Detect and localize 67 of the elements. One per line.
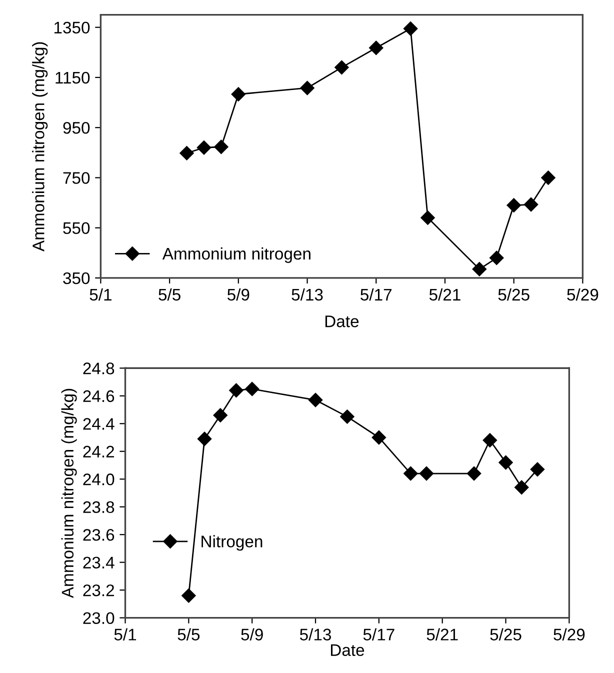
y-tick-label: 24.8 <box>83 362 114 374</box>
point <box>419 466 434 481</box>
y-tick-label: 23.0 <box>83 612 114 624</box>
point <box>466 466 482 481</box>
y-tick-label: 550 <box>63 222 90 234</box>
point <box>214 140 228 154</box>
y-axis-title: Ammonium nitrogen (mg/kg) <box>32 42 48 252</box>
point <box>514 480 529 494</box>
point <box>180 146 194 160</box>
point <box>334 60 349 75</box>
point <box>490 250 504 265</box>
point <box>372 430 386 445</box>
x-tick-label: 5/29 <box>567 288 598 301</box>
point <box>229 383 244 398</box>
x-axis-title: Date <box>330 644 364 656</box>
x-tick-label: 5/9 <box>241 628 263 640</box>
point <box>506 198 521 212</box>
x-tick-label: 5/17 <box>360 288 392 301</box>
point <box>404 466 418 481</box>
y-tick-label: 950 <box>63 122 90 134</box>
point <box>482 433 497 448</box>
point <box>541 170 556 185</box>
x-tick-label: 5/13 <box>292 288 323 301</box>
point <box>245 382 260 396</box>
point <box>196 140 212 155</box>
x-tick-label: 5/1 <box>114 628 136 640</box>
x-tick-label: 5/21 <box>426 628 458 640</box>
x-tick-label: 5/5 <box>178 628 200 640</box>
point <box>197 432 212 446</box>
x-axis-title: Date <box>325 316 359 328</box>
y-tick-label: 24.0 <box>83 474 114 486</box>
point <box>524 197 538 212</box>
x-tick-label: 5/17 <box>363 628 394 640</box>
y-tick-label: 24.2 <box>83 446 114 458</box>
y-tick-label: 23.2 <box>83 584 114 596</box>
point <box>308 392 323 408</box>
legend-label: Ammonium nitrogen <box>162 247 310 263</box>
y-tick-label: 24.6 <box>83 390 114 402</box>
x-tick-label: 5/25 <box>490 628 522 640</box>
point <box>369 40 384 55</box>
y-tick-label: 1350 <box>54 22 90 34</box>
y-tick-label: 23.6 <box>83 528 114 541</box>
point <box>420 210 435 225</box>
point <box>498 455 513 470</box>
y-tick-label: 23.8 <box>83 501 114 514</box>
x-tick-label: 5/21 <box>429 288 460 301</box>
x-tick-label: 5/25 <box>498 288 530 301</box>
x-tick-label: 5/5 <box>158 288 180 301</box>
y-tick-label: 24.4 <box>83 418 114 430</box>
y-tick-label: 350 <box>63 272 90 284</box>
y-axis-title: Ammonium nitrogen (mg/kg) <box>61 388 77 598</box>
x-tick-label: 5/29 <box>554 628 585 640</box>
y-tick-label: 750 <box>63 172 90 184</box>
point <box>403 22 418 36</box>
point <box>213 408 228 422</box>
legend-label: Nitrogen <box>202 535 262 551</box>
y-tick-label: 23.4 <box>83 556 114 569</box>
x-tick-label: 5/13 <box>300 628 331 640</box>
point <box>231 87 246 102</box>
x-tick-label: 5/1 <box>90 288 112 301</box>
point <box>472 262 486 276</box>
y-tick-label: 1150 <box>56 72 90 84</box>
x-tick-label: 5/9 <box>227 288 250 301</box>
point <box>530 462 545 476</box>
point <box>340 410 354 424</box>
point <box>300 80 314 96</box>
point <box>182 588 196 603</box>
